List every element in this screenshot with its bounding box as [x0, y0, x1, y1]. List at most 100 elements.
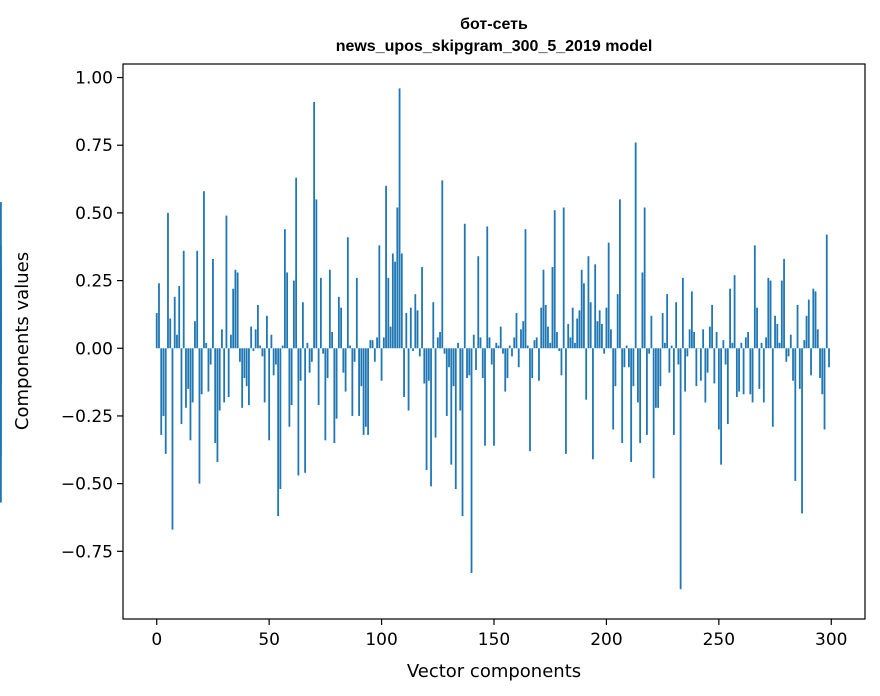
bar-222: [654, 348, 657, 408]
bar-140: [470, 348, 473, 573]
bar-281: [787, 348, 790, 357]
bar-133: [454, 348, 457, 490]
bar-251: [720, 348, 722, 465]
bar-176: [551, 267, 554, 349]
bar-271: [765, 337, 767, 349]
y-tick-label: 0.00: [75, 339, 113, 359]
x-axis-label: Vector components: [407, 661, 581, 682]
bar-145: [481, 348, 484, 379]
bar-205: [616, 294, 619, 349]
bar-33: [230, 334, 232, 349]
bar-138: [466, 348, 468, 379]
bar-78: [331, 332, 334, 349]
bar-137: [463, 223, 466, 349]
bar-240: [695, 348, 698, 387]
bar-30: [223, 348, 226, 403]
bar-274: [771, 348, 774, 427]
bar-70: [313, 101, 316, 349]
bar-187: [576, 318, 579, 349]
bar-59: [288, 348, 291, 427]
bar-32: [227, 348, 230, 397]
bar-269: [760, 342, 763, 349]
bar-130: [448, 348, 450, 368]
bar-1: [158, 283, 160, 349]
bar-250: [717, 348, 720, 430]
bar-119: [423, 348, 426, 384]
bar-117: [418, 348, 421, 357]
bar-146: [484, 348, 486, 446]
bar-191: [585, 348, 588, 400]
bar-220: [650, 315, 653, 349]
bar-284: [794, 348, 797, 481]
bar-103: [387, 277, 390, 349]
y-tick-label: −0.25: [61, 407, 113, 427]
bar-95: [369, 340, 372, 349]
bar-110: [403, 348, 405, 397]
bar-261: [742, 348, 745, 395]
bar-136: [461, 348, 464, 517]
bar-279: [783, 258, 785, 349]
bar-270: [762, 348, 765, 403]
bar-297: [823, 348, 826, 430]
bar-88: [353, 348, 356, 362]
x-tick-label: 0: [151, 630, 162, 650]
bar-290: [807, 299, 810, 349]
bar-126: [439, 332, 441, 349]
bar-18: [196, 250, 199, 349]
x-tick-label: 300: [815, 630, 847, 650]
bar-132: [452, 348, 455, 387]
bar-229: [670, 345, 673, 349]
bar-51: [270, 334, 273, 349]
bar-206: [619, 199, 621, 349]
bar-253: [724, 348, 727, 365]
bar-8: [173, 296, 176, 349]
bar-198: [601, 323, 603, 349]
bar-235: [684, 348, 687, 392]
bar-85: [346, 237, 349, 349]
bar-190: [583, 283, 585, 349]
bar-86: [349, 345, 351, 349]
bar-121: [427, 348, 430, 381]
bar-168: [533, 340, 536, 349]
bar-283: [792, 348, 794, 381]
bar-131: [450, 348, 453, 465]
bar-2: [160, 348, 163, 435]
bar-26: [214, 348, 217, 444]
bar-154: [502, 348, 504, 354]
bar-294: [816, 329, 819, 349]
bar-15: [189, 348, 192, 441]
bar-75: [324, 348, 327, 441]
bar-158: [511, 348, 513, 357]
bars: [0, 88, 830, 590]
bar-89: [355, 277, 358, 349]
bar-62: [295, 177, 298, 349]
bar-82: [340, 307, 342, 349]
bar-214: [637, 348, 639, 403]
bar-212: [632, 348, 635, 387]
bar-72: [317, 348, 320, 406]
bar-166: [529, 348, 531, 452]
bar-49: [266, 315, 268, 349]
bar-211: [630, 348, 633, 462]
bar-219: [648, 348, 651, 354]
bar-10: [178, 286, 181, 349]
bar-260: [740, 342, 743, 349]
bar-254: [726, 348, 729, 425]
bar-46: [259, 345, 262, 349]
bar-96: [371, 340, 374, 349]
bar-42: [250, 326, 253, 349]
bar-221: [652, 348, 655, 479]
bar-280: [785, 348, 788, 362]
bar-170: [538, 348, 540, 381]
bar-163: [522, 321, 525, 349]
bar-53: [275, 348, 277, 365]
bar-22: [205, 342, 208, 349]
bar-91: [360, 348, 363, 387]
bar-210: [628, 348, 630, 368]
bar-60: [290, 348, 293, 406]
bar-236: [686, 348, 689, 357]
bar-194: [592, 348, 594, 460]
bar-162: [520, 329, 522, 349]
bar-84: [344, 348, 347, 392]
bar-180: [560, 348, 563, 376]
